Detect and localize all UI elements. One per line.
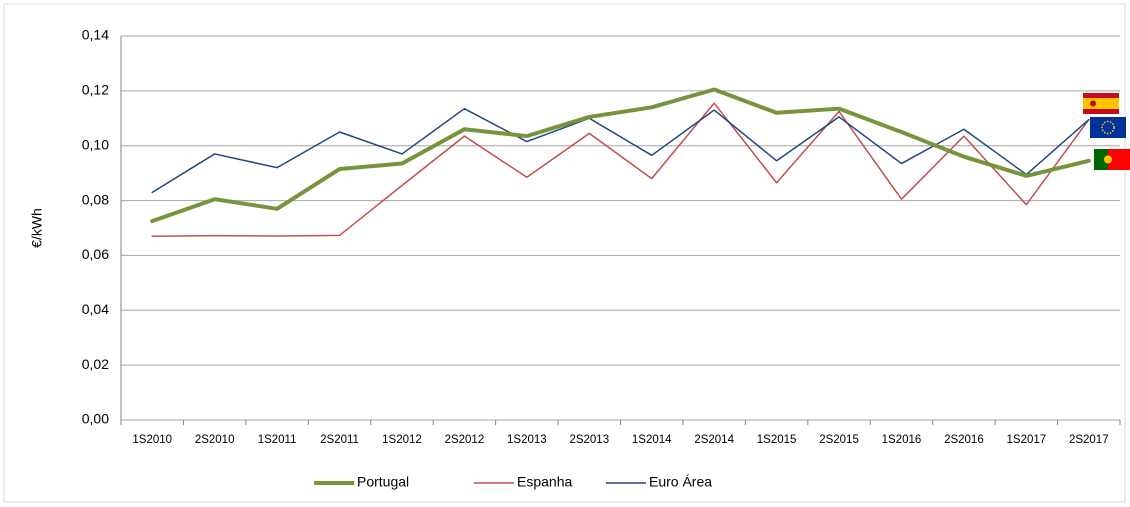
chart-border — [3, 3, 1126, 503]
x-tick-label: 1S2015 — [757, 434, 797, 446]
x-tick-label: 1S2010 — [132, 434, 172, 446]
y-axis-label: €/kWh — [29, 208, 45, 248]
x-tick-label: 2S2015 — [819, 434, 859, 446]
x-tick-label: 2S2017 — [1069, 434, 1109, 446]
y-tick-label: 0,12 — [82, 82, 109, 98]
y-tick-label: 0,02 — [82, 356, 109, 372]
flag-portugal — [1094, 149, 1130, 170]
legend-label: Espanha — [517, 474, 572, 490]
y-tick-label: 0,14 — [82, 27, 109, 43]
x-tick-label: 2S2013 — [569, 434, 609, 446]
x-tick-label: 1S2011 — [258, 434, 297, 446]
x-tick-label: 2S2010 — [195, 434, 235, 446]
y-tick-label: 0,10 — [82, 136, 109, 152]
x-tick-label: 2S2011 — [320, 434, 359, 446]
flag-spain — [1083, 93, 1119, 114]
y-tick-label: 0,04 — [82, 301, 109, 317]
flag-eu — [1090, 117, 1126, 138]
x-tick-label: 2S2012 — [445, 434, 485, 446]
y-tick-label: 0,08 — [82, 191, 109, 207]
legend-label: Euro Área — [649, 474, 712, 490]
legend-label: Portugal — [357, 474, 409, 490]
x-tick-label: 2S2014 — [694, 434, 734, 446]
series-line — [150, 87, 1091, 224]
x-tick-label: 1S2013 — [507, 434, 547, 446]
x-tick-label: 1S2017 — [1007, 434, 1047, 446]
x-tick-label: 2S2016 — [944, 434, 984, 446]
x-tick-label: 1S2016 — [882, 434, 922, 446]
y-tick-label: 0,00 — [82, 411, 109, 427]
x-tick-label: 1S2014 — [632, 434, 672, 446]
series-line — [151, 102, 1090, 237]
x-tick-label: 1S2012 — [382, 434, 422, 446]
y-tick-label: 0,06 — [82, 246, 109, 262]
